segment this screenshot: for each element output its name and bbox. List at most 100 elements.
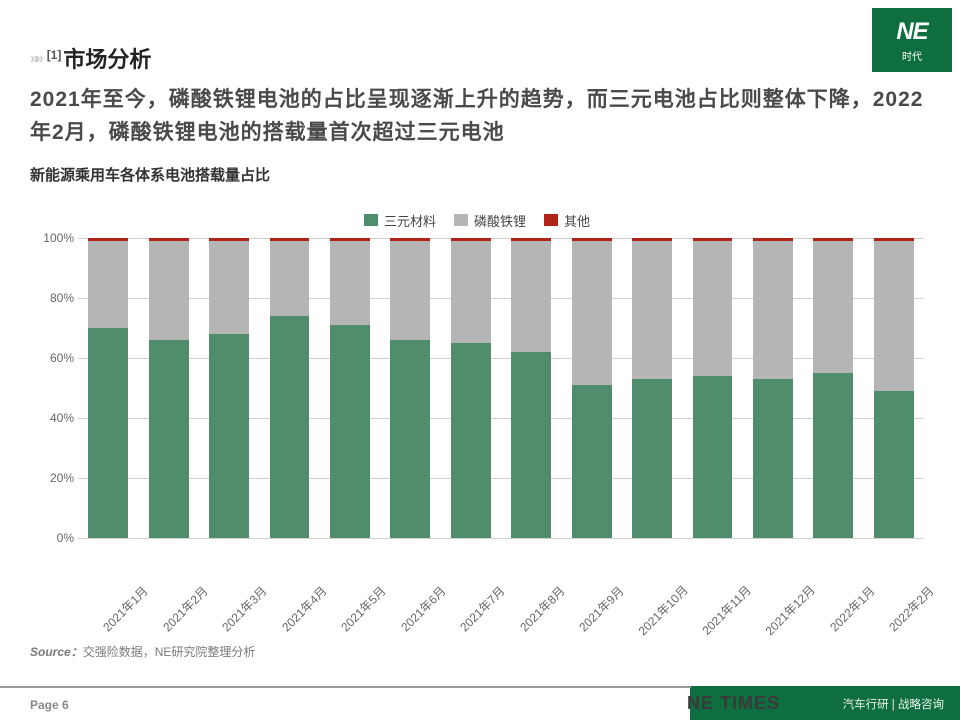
x-tick-label: 2021年10月 [627,574,686,633]
legend-item: 磷酸铁锂 [454,211,526,230]
bar-segment [693,376,733,538]
slide-root: NE 时代 »» [1]市场分析 2021年至今，磷酸铁锂电池的占比呈现逐渐上升… [0,0,960,720]
bar-segment [813,241,853,373]
section-superscript: [1] [47,48,62,62]
y-tick-label: 20% [50,471,74,485]
bar-segment [813,373,853,538]
bar-column [320,238,380,538]
bar-segment [330,241,370,325]
chart-bars [78,238,924,538]
bar-column [138,238,198,538]
bar-segment [753,379,793,538]
bar-segment [209,334,249,538]
bar-stack [693,238,733,538]
legend-item: 其他 [544,211,590,230]
bar-stack [874,238,914,538]
y-tick-label: 60% [50,351,74,365]
brand-logo: NE 时代 [872,8,952,72]
legend-label: 其他 [564,211,590,230]
bar-segment [572,385,612,538]
bar-column [682,238,742,538]
footer-right-text: 汽车行研 | 战略咨询 [843,696,944,712]
x-tick-label: 2021年3月 [209,575,265,631]
x-tick-label: 2021年5月 [328,575,384,631]
section-heading: »» [1]市场分析 [30,42,151,74]
bar-segment [270,316,310,538]
bar-column [501,238,561,538]
brand-logo-text: NE [896,18,927,46]
bar-segment [270,241,310,316]
footer-brand: NE TIMES [687,693,780,714]
x-tick-label: 2021年6月 [388,575,444,631]
bar-segment [88,328,128,538]
headline-text: 2021年至今，磷酸铁锂电池的占比呈现逐渐上升的趋势，而三元电池占比则整体下降，… [30,84,924,149]
source-text: 交强险数据，NE研究院整理分析 [83,645,256,659]
x-tick-label: 2021年7月 [447,575,503,631]
bar-stack [209,238,249,538]
x-tick-label: 2021年8月 [507,575,563,631]
chart-container: 三元材料磷酸铁锂其他 0%20%40%60%80%100% 2021年1月202… [30,210,924,620]
bar-segment [390,340,430,538]
bar-segment [451,343,491,538]
brand-logo-subtext: 时代 [902,48,922,63]
bar-segment [753,241,793,379]
bar-column [561,238,621,538]
bar-column [803,238,863,538]
bar-column [863,238,923,538]
bar-stack [511,238,551,538]
bar-stack [451,238,491,538]
legend-swatch [454,214,468,226]
page-number: Page 6 [30,698,69,712]
y-tick-label: 40% [50,411,74,425]
bar-segment [88,241,128,328]
x-tick-label: 2022年2月 [877,575,933,631]
bar-segment [511,241,551,352]
bar-stack [753,238,793,538]
chart-x-labels: 2021年1月2021年2月2021年3月2021年4月2021年5月2021年… [78,588,924,608]
chevrons-icon: »» [30,50,41,67]
bar-segment [632,379,672,538]
bar-segment [149,340,189,538]
bar-stack [813,238,853,538]
bar-stack [149,238,189,538]
bar-stack [572,238,612,538]
y-tick-label: 100% [43,231,74,245]
legend-swatch [544,214,558,226]
bar-column [199,238,259,538]
chart-subtitle: 新能源乘用车各体系电池搭载量占比 [30,164,270,185]
x-tick-label: 2021年1月 [90,575,146,631]
bar-segment [209,241,249,334]
bar-stack [632,238,672,538]
bar-stack [330,238,370,538]
bar-stack [88,238,128,538]
y-tick-label: 80% [50,291,74,305]
bar-segment [511,352,551,538]
bar-segment [632,241,672,379]
section-title-text: 市场分析 [63,47,151,72]
x-tick-label: 2021年2月 [150,575,206,631]
section-title: [1]市场分析 [47,42,152,74]
bar-segment [390,241,430,340]
chart-y-axis: 0%20%40%60%80%100% [30,238,78,538]
bar-column [259,238,319,538]
chart-legend: 三元材料 磷酸铁锂 其他 [30,210,924,230]
source-label: Source： [30,645,83,659]
bar-segment [451,241,491,343]
x-tick-label: 2021年12月 [754,574,813,633]
bar-column [380,238,440,538]
bar-segment [330,325,370,538]
gridline [78,538,924,539]
bar-column [78,238,138,538]
bar-stack [390,238,430,538]
bar-segment [693,241,733,376]
source-line: Source：交强险数据，NE研究院整理分析 [30,643,255,660]
legend-label: 磷酸铁锂 [474,211,526,230]
bar-segment [874,391,914,538]
legend-swatch [364,214,378,226]
legend-label: 三元材料 [384,211,436,230]
footer: Page 6 NE TIMES 汽车行研 | 战略咨询 [0,676,960,720]
bar-segment [572,241,612,385]
bar-segment [149,241,189,340]
x-tick-label: 2021年4月 [269,575,325,631]
x-tick-label: 2022年1月 [817,575,873,631]
